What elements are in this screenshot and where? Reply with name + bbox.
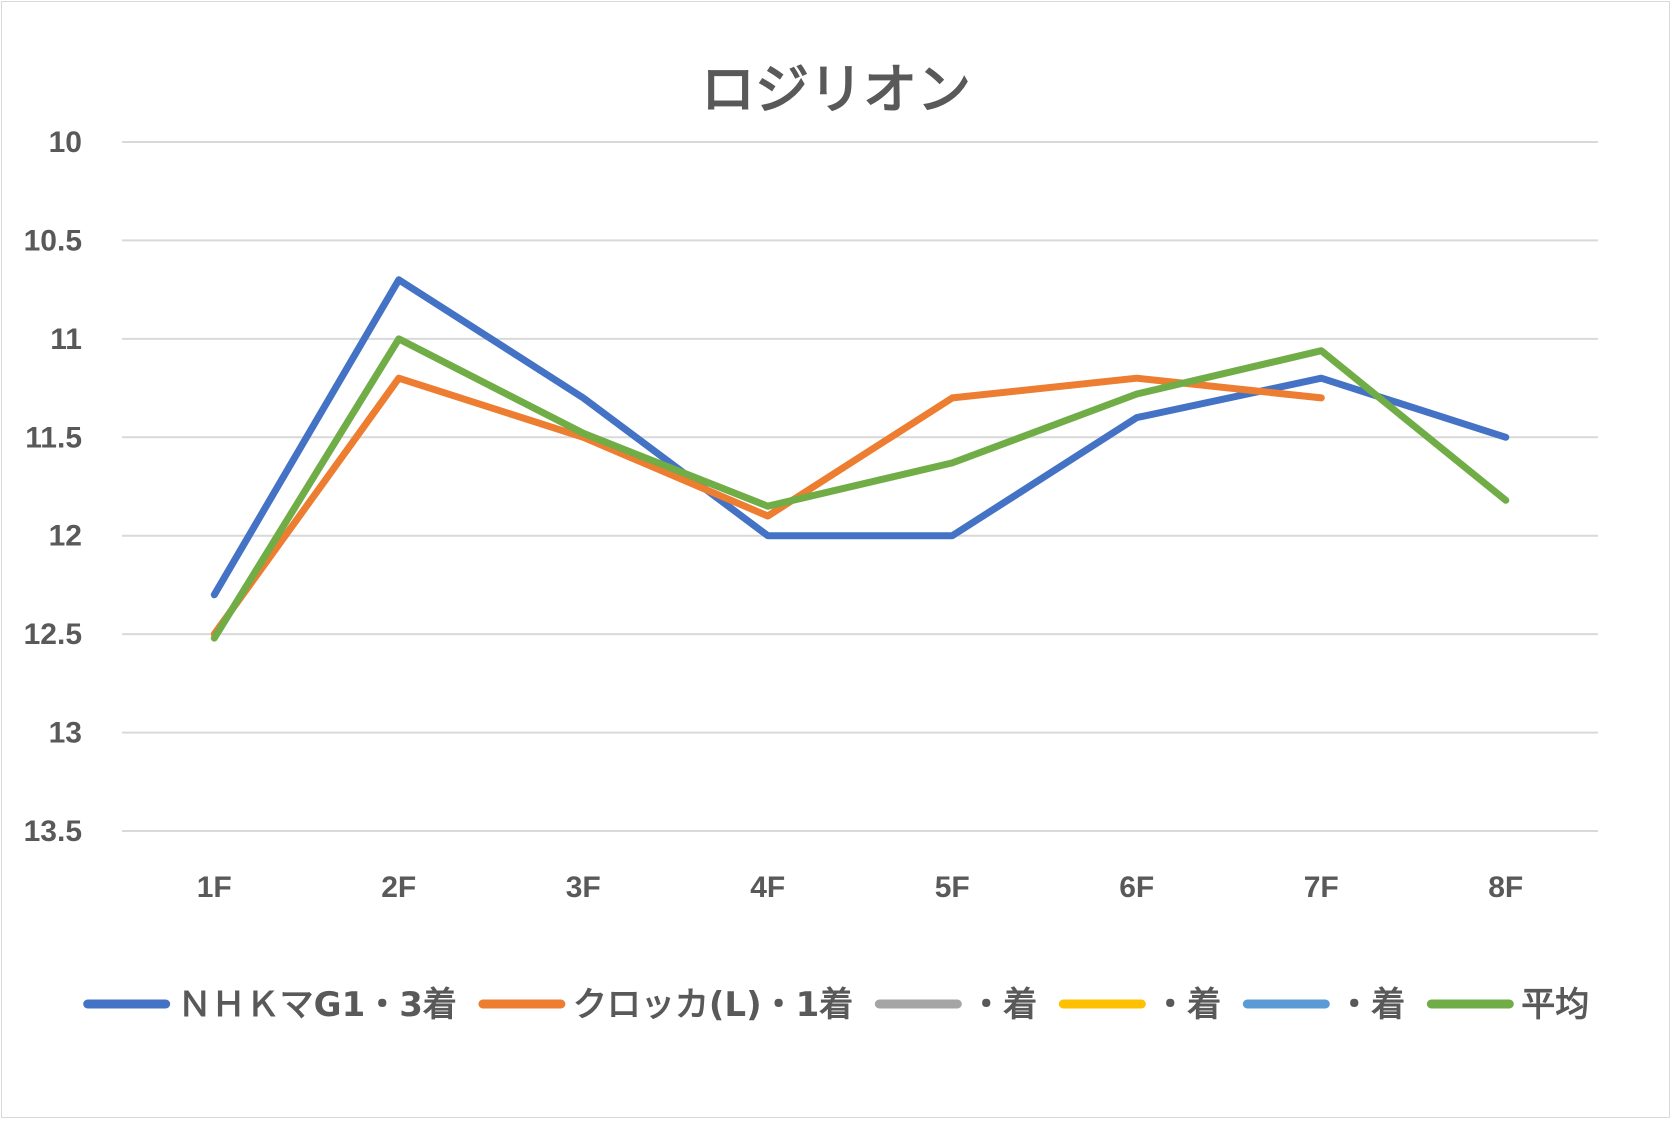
legend-label: ・着 xyxy=(1153,985,1221,1025)
x-tick-label: 3F xyxy=(566,871,601,904)
y-tick-label: 10.5 xyxy=(24,224,82,257)
x-tick-label: 1F xyxy=(197,871,232,904)
x-tick-label: 5F xyxy=(935,871,970,904)
series-line-0 xyxy=(210,276,1510,599)
y-tick-label: 11 xyxy=(50,323,82,356)
legend-label: ・着 xyxy=(969,985,1037,1025)
y-tick-label: 12 xyxy=(49,520,82,553)
y-tick-label: 13 xyxy=(49,717,82,750)
legend-label: ・着 xyxy=(1337,985,1405,1025)
x-tick-label: 7F xyxy=(1304,871,1339,904)
y-tick-label: 13.5 xyxy=(24,815,82,848)
legend-label: クロッカ(L)・1着 xyxy=(573,985,853,1025)
x-tick-label: 2F xyxy=(381,871,416,904)
legend: ＮＨＫマG1・3着 クロッカ(L)・1着 ・着 ・着 ・着 平均 xyxy=(83,985,1589,1025)
x-tick-label: 6F xyxy=(1119,871,1154,904)
series-line-1 xyxy=(210,374,1325,638)
y-axis-ticks: 10 10.5 11 11.5 12 12.5 13 13.5 xyxy=(24,126,82,848)
y-tick-label: 10 xyxy=(49,126,82,159)
legend-label: 平均 xyxy=(1521,985,1589,1025)
x-tick-label: 8F xyxy=(1488,871,1523,904)
series-lines xyxy=(210,276,1510,642)
series-line-5 xyxy=(210,335,1510,642)
x-axis-ticks: 1F 2F 3F 4F 5F 6F 7F 8F xyxy=(197,871,1524,904)
y-tick-label: 11.5 xyxy=(25,421,82,454)
chart-title: ロジリオン xyxy=(701,58,971,121)
y-tick-label: 12.5 xyxy=(24,618,82,651)
legend-label: ＮＨＫマG1・3着 xyxy=(178,985,457,1025)
x-tick-label: 4F xyxy=(750,871,785,904)
